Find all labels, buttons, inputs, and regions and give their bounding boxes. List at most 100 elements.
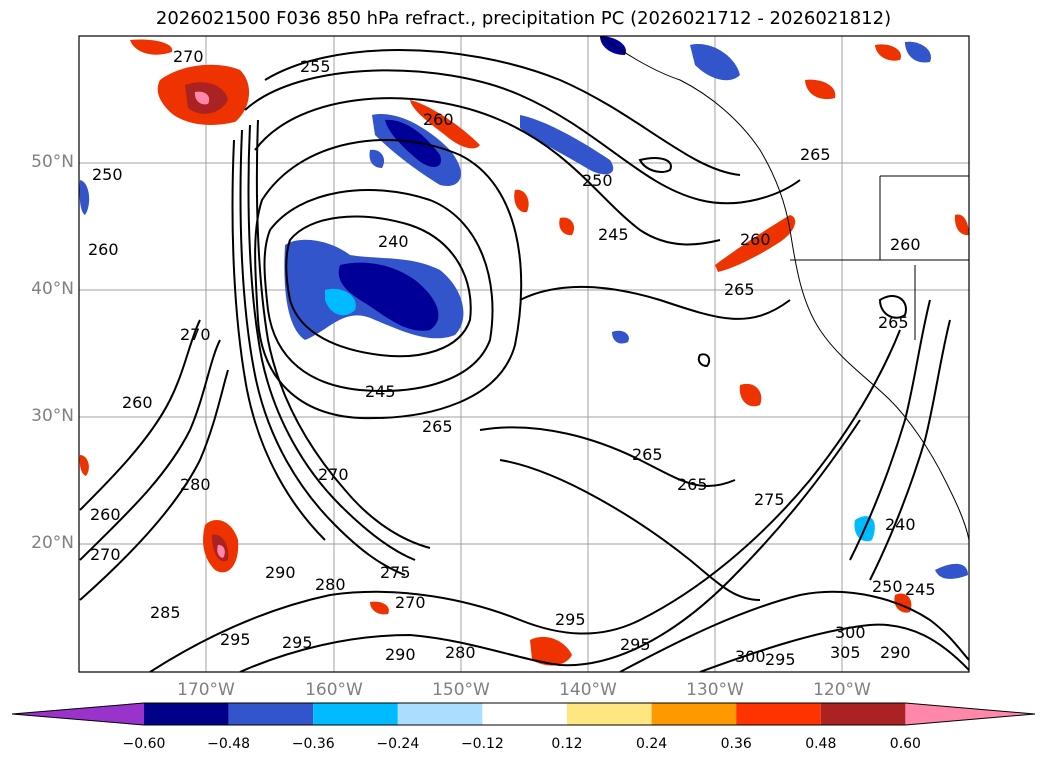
pos-patch-small-1 bbox=[514, 189, 529, 213]
neg-patch-ne-corner bbox=[905, 41, 931, 63]
pos-patch-coast bbox=[715, 215, 796, 272]
contour-label: 260 bbox=[122, 393, 153, 412]
lon-label-140w: 140°W bbox=[559, 680, 617, 700]
contour-label: 295 bbox=[555, 610, 586, 629]
contour-small-loop-3 bbox=[697, 353, 711, 368]
lon-label-160w: 160°W bbox=[305, 680, 363, 700]
colorbar-outline bbox=[11, 702, 1036, 726]
colorbar-segment-7 bbox=[651, 703, 737, 725]
contour-245 bbox=[263, 189, 494, 392]
contour-label: 260 bbox=[890, 235, 921, 254]
coastlines bbox=[599, 36, 969, 541]
contour-label: 275 bbox=[754, 490, 785, 509]
contour-295 bbox=[239, 419, 861, 672]
colorbar-extend-high bbox=[905, 703, 1035, 725]
contour-label: 270 bbox=[395, 593, 426, 612]
lon-label-170w: 170°W bbox=[177, 680, 235, 700]
contour-265-south bbox=[479, 426, 736, 488]
neg-patch-small-1 bbox=[612, 330, 629, 344]
colorbar-tick: 0.12 bbox=[551, 736, 583, 752]
contour-275 bbox=[239, 129, 406, 576]
lat-label-50n: 50°N bbox=[31, 152, 74, 172]
pos-patch-mid-east bbox=[739, 383, 762, 407]
contour-label: 265 bbox=[677, 475, 708, 494]
colorbar-segment-2 bbox=[228, 703, 314, 725]
colorbar-tick: −0.12 bbox=[460, 736, 504, 752]
contour-small-loop-1 bbox=[638, 157, 672, 173]
pos-patch-west-edge bbox=[79, 455, 89, 476]
colorbar-segment-1 bbox=[144, 703, 229, 725]
contour-305 bbox=[699, 623, 969, 672]
lat-label-30n: 30°N bbox=[31, 406, 74, 426]
contour-label: 270 bbox=[180, 325, 211, 344]
contour-300 bbox=[619, 590, 969, 672]
lat-label-40n: 40°N bbox=[31, 279, 74, 299]
contour-label: 275 bbox=[380, 563, 411, 582]
contour-label: 265 bbox=[632, 445, 663, 464]
contour-label: 280 bbox=[315, 575, 346, 594]
contour-label: 245 bbox=[905, 580, 936, 599]
map-border bbox=[78, 35, 970, 673]
neg-patch-west bbox=[79, 180, 90, 215]
colorbar-tick: 0.60 bbox=[889, 736, 921, 752]
contour-label: 245 bbox=[598, 225, 629, 244]
contour-label: 290 bbox=[265, 563, 296, 582]
contour-255 bbox=[254, 97, 721, 246]
contour-label: 295 bbox=[620, 635, 651, 654]
neg-patch-small-2 bbox=[369, 149, 385, 168]
colorbar-tick: −0.24 bbox=[376, 736, 420, 752]
contour-270 bbox=[247, 124, 416, 561]
lon-label-120w: 120°W bbox=[813, 680, 871, 700]
pos-patch-northwest-max bbox=[194, 91, 210, 105]
contour-label: 265 bbox=[800, 145, 831, 164]
contour-label: 240 bbox=[378, 232, 409, 251]
contour-265 bbox=[255, 119, 431, 549]
negative-anomaly-patches bbox=[79, 36, 968, 579]
positive-anomaly-patches bbox=[79, 39, 969, 666]
colorbar-tick: −0.60 bbox=[122, 736, 166, 752]
contour-label: 260 bbox=[90, 505, 121, 524]
contour-285-west bbox=[79, 369, 229, 601]
contour-260b bbox=[264, 49, 741, 176]
pos-patch-south bbox=[530, 636, 572, 666]
colorbar-segment-9 bbox=[820, 703, 906, 725]
colorbar-segment-8 bbox=[736, 703, 821, 725]
pos-patch-east-edge bbox=[954, 214, 969, 236]
pos-patch-hawaii-max bbox=[217, 544, 225, 558]
map-title: 2026021500 F036 850 hPa refract., precip… bbox=[155, 8, 892, 29]
colorbar-segment-5 bbox=[482, 703, 567, 725]
contour-label: 300 bbox=[835, 623, 866, 642]
contour-250 bbox=[254, 139, 523, 420]
contour-label: 290 bbox=[880, 643, 911, 662]
pos-patch-ne-1 bbox=[805, 79, 836, 100]
pos-patch-north-band bbox=[410, 100, 480, 149]
contour-label: 280 bbox=[180, 475, 211, 494]
pos-patch-small-2 bbox=[559, 217, 575, 236]
lon-label-150w: 150°W bbox=[432, 680, 490, 700]
map-panel: 270 255 260 250 260 240 250 245 265 260 … bbox=[78, 35, 970, 673]
contour-small-loop-2 bbox=[878, 295, 907, 319]
contour-label: 285 bbox=[150, 603, 181, 622]
contour-label: 280 bbox=[445, 643, 476, 662]
neg-patch-gulf bbox=[690, 44, 740, 81]
contour-label: 260 bbox=[423, 110, 454, 129]
lon-label-130w: 130°W bbox=[686, 680, 744, 700]
gridlines bbox=[79, 36, 969, 672]
neg-patch-baja bbox=[935, 563, 968, 579]
colorbar-tick: 0.24 bbox=[636, 736, 668, 752]
contour-label: 245 bbox=[365, 382, 396, 401]
neg-patch-central-core bbox=[338, 262, 439, 331]
colorbar-tick: −0.36 bbox=[291, 736, 335, 752]
contour-label: 265 bbox=[878, 313, 909, 332]
contour-label-group: 270 255 260 250 260 240 250 245 265 260 … bbox=[88, 47, 936, 669]
colorbar-segment-3 bbox=[313, 703, 398, 725]
contour-label: 240 bbox=[885, 515, 916, 534]
contour-label: 295 bbox=[765, 650, 796, 669]
contour-275-south bbox=[499, 459, 761, 601]
colorbar-tick: 0.36 bbox=[720, 736, 752, 752]
pos-patch-ne-2 bbox=[875, 44, 901, 61]
colorbar-extend-low bbox=[12, 703, 144, 725]
contour-240 bbox=[285, 215, 472, 358]
contour-label: 290 bbox=[385, 645, 416, 664]
neg-patch-north-core bbox=[385, 119, 441, 167]
